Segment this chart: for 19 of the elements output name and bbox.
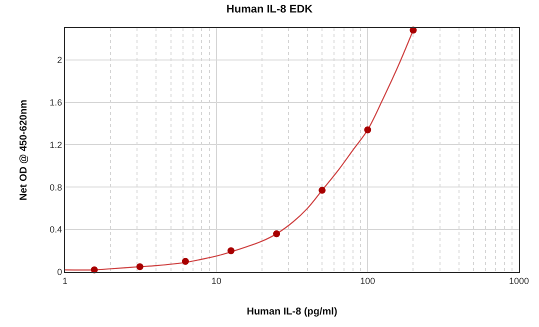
point (318, 186, 326, 194)
point (182, 258, 189, 265)
y-axis-title: Net OD @ 450-620nm (18, 99, 30, 200)
x-tick-label: 1000 (508, 276, 530, 286)
x-tick-label: 1 (62, 276, 68, 286)
y-tick-label: 0 (57, 267, 62, 278)
point (228, 247, 234, 254)
x-tick-label: 10 (211, 276, 222, 286)
point (273, 230, 280, 238)
y-tick-label: 2 (57, 54, 62, 65)
y-tick-label: 1.6 (50, 97, 62, 108)
y-tick-label: 0.4 (50, 224, 62, 235)
y-tick-label: 0.8 (50, 182, 62, 192)
point (136, 263, 144, 270)
x-axis-title: Human IL-8 (pg/ml) (246, 306, 338, 318)
y-tick-label: 1.2 (50, 140, 62, 150)
x-tick-label: 100 (360, 276, 376, 286)
point (364, 126, 372, 134)
chart-title: Human IL-8 EDK (226, 4, 313, 16)
